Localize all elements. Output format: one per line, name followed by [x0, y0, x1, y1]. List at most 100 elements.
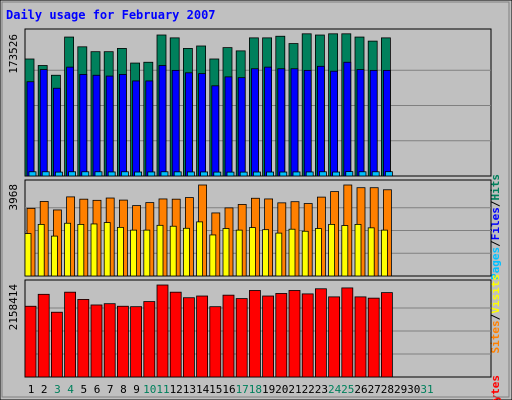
bar-visits-day-10 — [143, 229, 151, 277]
bar-pages-day-7 — [107, 171, 116, 177]
bar-pages-day-8 — [121, 171, 129, 177]
bar-files-day-25 — [343, 61, 352, 177]
x-tick-label-20: 20 — [275, 383, 288, 396]
chart-panels: 173526Pages/Files/Hits3968Sites/Visits21… — [7, 28, 502, 400]
bar-kbytes-day-15 — [209, 306, 222, 378]
bar-kbytes-day-25 — [341, 287, 354, 378]
bar-files-day-6 — [92, 74, 101, 177]
x-tick-label-9: 9 — [133, 383, 140, 396]
x-tick-label-30: 30 — [407, 383, 420, 396]
bar-files-day-9 — [132, 80, 141, 177]
bar-files-day-16 — [224, 76, 233, 177]
bar-kbytes-day-1 — [24, 305, 37, 378]
x-tick-label-16: 16 — [222, 383, 235, 396]
x-tick-label-18: 18 — [249, 383, 262, 396]
bar-files-day-11 — [158, 65, 167, 177]
bar-pages-day-18 — [252, 171, 261, 177]
x-tick-label-12: 12 — [170, 383, 183, 396]
bar-visits-day-12 — [169, 225, 177, 277]
bar-files-day-23 — [316, 65, 325, 177]
x-tick-label-28: 28 — [381, 383, 394, 396]
bar-kbytes-day-18 — [248, 290, 261, 378]
x-tick-label-31: 31 — [420, 383, 433, 396]
bar-files-day-10 — [145, 80, 154, 177]
bar-files-day-8 — [119, 74, 127, 177]
x-tick-label-7: 7 — [107, 383, 114, 396]
bar-kbytes-day-9 — [130, 306, 143, 378]
bar-visits-day-23 — [314, 228, 322, 277]
bar-pages-day-6 — [94, 171, 103, 177]
bar-pages-day-16 — [226, 171, 235, 177]
bar-kbytes-day-24 — [328, 296, 341, 378]
bar-files-day-20 — [277, 68, 286, 177]
bar-visits-day-25 — [341, 225, 349, 277]
bar-kbytes-day-3 — [51, 311, 63, 378]
bar-visits-day-28 — [380, 229, 388, 277]
x-tick-label-23: 23 — [315, 383, 328, 396]
legend-hits: Hits — [489, 174, 502, 201]
bar-kbytes-day-5 — [77, 299, 90, 378]
bar-files-day-14 — [198, 73, 207, 177]
bar-kbytes-day-16 — [222, 294, 235, 378]
bar-visits-day-17 — [235, 229, 243, 277]
x-tick-label-15: 15 — [209, 383, 222, 396]
bar-pages-day-14 — [200, 171, 209, 177]
bar-pages-day-2 — [41, 171, 50, 177]
legend-files: Files — [489, 207, 502, 240]
bar-files-day-3 — [53, 87, 61, 177]
panel-legend: Sites/Visits — [489, 274, 502, 354]
bar-pages-day-17 — [239, 171, 248, 177]
x-tick-label-10: 10 — [143, 383, 156, 396]
legend-separator: / — [489, 240, 502, 247]
bar-visits-day-2 — [37, 223, 45, 277]
bar-visits-day-9 — [130, 229, 138, 277]
bar-visits-day-21 — [288, 228, 296, 277]
x-axis-day-labels: 1 2 3 4 5 6 7 8 9 10 11 12 13 14 15 16 17 18 19 20 21 22 23 24 2… — [28, 383, 434, 396]
legend-pages: Pages — [489, 247, 502, 280]
legend-separator: / — [489, 200, 502, 207]
x-tick-label-11: 11 — [156, 383, 169, 396]
bar-pages-day-4 — [68, 171, 76, 177]
y-max-label: 3968 — [7, 184, 20, 211]
bar-kbytes-day-27 — [367, 297, 380, 378]
bar-kbytes-day-2 — [37, 293, 50, 378]
bar-files-day-2 — [39, 69, 48, 177]
x-tick-label-29: 29 — [394, 383, 407, 396]
x-tick-label-22: 22 — [302, 383, 315, 396]
bar-visits-day-7 — [103, 222, 111, 277]
bar-pages-day-20 — [279, 171, 288, 177]
x-tick-label-25: 25 — [341, 383, 354, 396]
bar-visits-day-8 — [117, 226, 124, 277]
bar-visits-day-4 — [64, 222, 71, 277]
bar-kbytes-day-8 — [117, 305, 129, 378]
bar-kbytes-day-14 — [196, 295, 209, 378]
y-max-label: 173526 — [7, 34, 20, 74]
bar-visits-day-24 — [328, 223, 336, 277]
bar-files-day-7 — [105, 75, 114, 177]
bar-files-day-27 — [369, 69, 378, 177]
bar-visits-day-20 — [275, 232, 283, 277]
bar-visits-day-19 — [262, 229, 270, 277]
bar-files-day-22 — [303, 69, 312, 177]
bar-pages-day-12 — [173, 171, 182, 177]
x-tick-label-2: 2 — [41, 383, 48, 396]
bar-kbytes-day-23 — [314, 288, 327, 378]
bar-files-day-28 — [382, 69, 391, 177]
x-tick-label-4: 4 — [67, 383, 74, 396]
x-tick-label-21: 21 — [288, 383, 301, 396]
x-tick-label-19: 19 — [262, 383, 275, 396]
bar-files-day-4 — [66, 66, 74, 177]
x-tick-label-27: 27 — [368, 383, 381, 396]
bar-pages-day-19 — [266, 171, 275, 177]
bar-visits-day-13 — [182, 227, 190, 277]
bar-visits-day-1 — [24, 233, 32, 277]
bar-files-day-13 — [184, 72, 193, 177]
bar-pages-day-15 — [213, 171, 222, 177]
x-tick-label-17: 17 — [236, 383, 249, 396]
bar-visits-day-22 — [301, 230, 309, 277]
bar-pages-day-28 — [384, 171, 393, 177]
x-tick-label-8: 8 — [120, 383, 127, 396]
legend-visits: Visits — [489, 274, 502, 314]
bar-pages-day-11 — [160, 171, 169, 177]
